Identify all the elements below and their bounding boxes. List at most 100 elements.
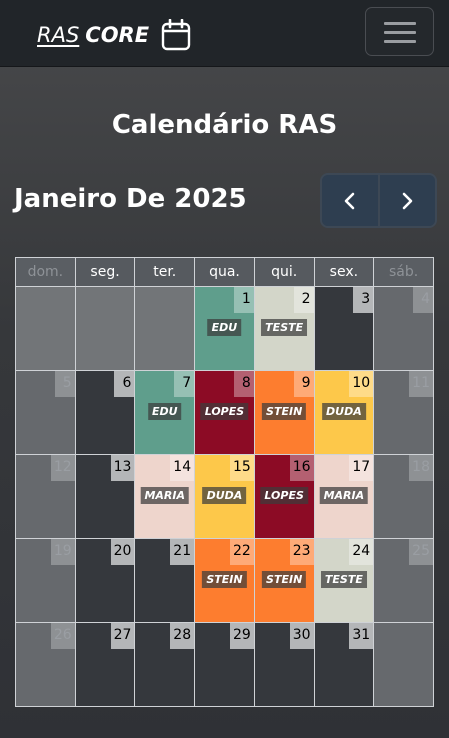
calendar-day-cell[interactable]: 18 bbox=[373, 454, 434, 539]
calendar-week-row: 1 EDU 2 TESTE 3 4 bbox=[15, 286, 434, 371]
event-label[interactable]: STEIN bbox=[262, 403, 307, 420]
calendar-day-cell[interactable]: 3 bbox=[313, 286, 375, 371]
event-label[interactable]: MARIA bbox=[319, 487, 369, 504]
calendar-body: 1 EDU 2 TESTE 3 4 5 6 7 EDU 8 LOPES 9 STEIN 10 DUDA 11 12… bbox=[15, 286, 434, 707]
calendar-icon bbox=[161, 18, 191, 51]
day-number: 8 bbox=[233, 371, 254, 397]
chevron-left-icon bbox=[344, 192, 355, 209]
calendar-grid: dom. seg. ter. qua. qui. sex. sáb. 1 EDU 2… bbox=[15, 257, 434, 707]
event-label[interactable]: TESTE bbox=[261, 319, 308, 336]
day-number: 9 bbox=[293, 371, 314, 397]
day-number: 12 bbox=[50, 455, 75, 481]
brand-text-core: CORE bbox=[85, 23, 150, 47]
day-number: 6 bbox=[114, 371, 135, 397]
weekday-header-row: dom. seg. ter. qua. qui. sex. sáb. bbox=[15, 257, 434, 287]
calendar-day-cell[interactable]: 9 STEIN bbox=[253, 370, 315, 455]
calendar-day-cell[interactable]: 14 MARIA bbox=[134, 454, 196, 539]
weekday-header: seg. bbox=[74, 257, 136, 287]
previous-month-button[interactable] bbox=[322, 175, 378, 226]
day-number: 1 bbox=[233, 287, 254, 313]
calendar-day-cell[interactable]: 26 bbox=[15, 622, 76, 707]
day-number: 28 bbox=[170, 623, 195, 649]
calendar-day-cell[interactable]: 2 TESTE bbox=[253, 286, 315, 371]
event-label[interactable]: LOPES bbox=[260, 487, 308, 504]
weekday-header: sáb. bbox=[373, 257, 434, 287]
day-number: 2 bbox=[293, 287, 314, 313]
calendar-week-row: 26 27 28 29 30 31 bbox=[15, 622, 434, 707]
day-number: 19 bbox=[50, 539, 75, 565]
calendar-week-row: 12 13 14 MARIA 15 DUDA 16 LOPES 17 MARIA 18 bbox=[15, 454, 434, 539]
day-number: 21 bbox=[170, 539, 195, 565]
event-label[interactable]: LOPES bbox=[200, 403, 249, 420]
calendar-day-cell[interactable]: 7 EDU bbox=[134, 370, 196, 455]
day-number: 14 bbox=[170, 455, 195, 481]
weekday-header: ter. bbox=[134, 257, 196, 287]
next-month-button[interactable] bbox=[377, 175, 435, 226]
day-number: 13 bbox=[110, 455, 135, 481]
hamburger-menu-icon bbox=[384, 22, 416, 25]
calendar-day-cell[interactable]: 17 MARIA bbox=[313, 454, 375, 539]
day-number: 30 bbox=[289, 623, 314, 649]
day-number: 24 bbox=[349, 539, 374, 565]
day-number: 27 bbox=[110, 623, 135, 649]
calendar-day-cell[interactable]: 8 LOPES bbox=[194, 370, 255, 455]
calendar-day-cell[interactable]: 21 bbox=[134, 538, 196, 623]
weekday-header: sex. bbox=[313, 257, 375, 287]
navbar: RAS CORE bbox=[0, 0, 449, 67]
calendar-day-cell[interactable] bbox=[134, 286, 196, 371]
day-number: 4 bbox=[413, 287, 433, 313]
day-number: 22 bbox=[229, 539, 254, 565]
calendar-day-cell[interactable]: 12 bbox=[15, 454, 76, 539]
calendar-day-cell[interactable] bbox=[373, 622, 434, 707]
event-label[interactable]: STEIN bbox=[202, 571, 247, 588]
calendar-day-cell[interactable]: 27 bbox=[74, 622, 136, 707]
chevron-right-icon bbox=[402, 192, 413, 209]
day-number: 20 bbox=[110, 539, 135, 565]
calendar-day-cell[interactable]: 11 bbox=[373, 370, 434, 455]
calendar-day-cell[interactable]: 6 bbox=[74, 370, 136, 455]
calendar-day-cell[interactable]: 22 STEIN bbox=[194, 538, 255, 623]
calendar-week-row: 5 6 7 EDU 8 LOPES 9 STEIN 10 DUDA 11 bbox=[15, 370, 434, 455]
calendar-day-cell[interactable]: 24 TESTE bbox=[313, 538, 375, 623]
brand-logo[interactable]: RAS CORE bbox=[37, 18, 191, 51]
calendar-day-cell[interactable]: 19 bbox=[15, 538, 76, 623]
calendar-day-cell[interactable]: 31 bbox=[313, 622, 375, 707]
event-label[interactable]: STEIN bbox=[262, 571, 307, 588]
day-number: 3 bbox=[353, 287, 374, 313]
calendar-day-cell[interactable]: 5 bbox=[15, 370, 76, 455]
weekday-header: qua. bbox=[194, 257, 255, 287]
calendar-day-cell[interactable]: 1 EDU bbox=[194, 286, 255, 371]
event-label[interactable]: DUDA bbox=[202, 487, 247, 504]
calendar-day-cell[interactable] bbox=[74, 286, 136, 371]
calendar-day-cell[interactable]: 28 bbox=[134, 622, 196, 707]
event-label[interactable]: MARIA bbox=[140, 487, 190, 504]
month-navigation bbox=[320, 173, 437, 228]
weekday-header: dom. bbox=[15, 257, 76, 287]
calendar-day-cell[interactable]: 25 bbox=[373, 538, 434, 623]
calendar-day-cell[interactable]: 10 DUDA bbox=[313, 370, 375, 455]
calendar-day-cell[interactable]: 16 LOPES bbox=[253, 454, 315, 539]
calendar-day-cell[interactable]: 15 DUDA bbox=[194, 454, 255, 539]
calendar-day-cell[interactable]: 29 bbox=[194, 622, 255, 707]
day-number: 16 bbox=[289, 455, 314, 481]
calendar-day-cell[interactable]: 20 bbox=[74, 538, 136, 623]
calendar-day-cell[interactable]: 30 bbox=[253, 622, 315, 707]
calendar-week-row: 19 20 21 22 STEIN 23 STEIN 24 TESTE 25 bbox=[15, 538, 434, 623]
weekday-header: qui. bbox=[253, 257, 315, 287]
day-number: 15 bbox=[229, 455, 254, 481]
calendar-day-cell[interactable]: 23 STEIN bbox=[253, 538, 315, 623]
calendar-day-cell[interactable]: 13 bbox=[74, 454, 136, 539]
calendar-day-cell[interactable]: 4 bbox=[373, 286, 434, 371]
day-number: 7 bbox=[174, 371, 195, 397]
event-label[interactable]: EDU bbox=[207, 319, 242, 336]
event-label[interactable]: EDU bbox=[147, 403, 182, 420]
day-number: 17 bbox=[349, 455, 374, 481]
day-number: 23 bbox=[289, 539, 314, 565]
day-number: 11 bbox=[409, 371, 433, 397]
day-number: 29 bbox=[229, 623, 254, 649]
month-title: Janeiro De 2025 bbox=[14, 184, 247, 214]
event-label[interactable]: DUDA bbox=[322, 403, 366, 420]
event-label[interactable]: TESTE bbox=[320, 571, 367, 588]
navbar-toggle-button[interactable] bbox=[365, 7, 434, 56]
calendar-day-cell[interactable] bbox=[15, 286, 76, 371]
